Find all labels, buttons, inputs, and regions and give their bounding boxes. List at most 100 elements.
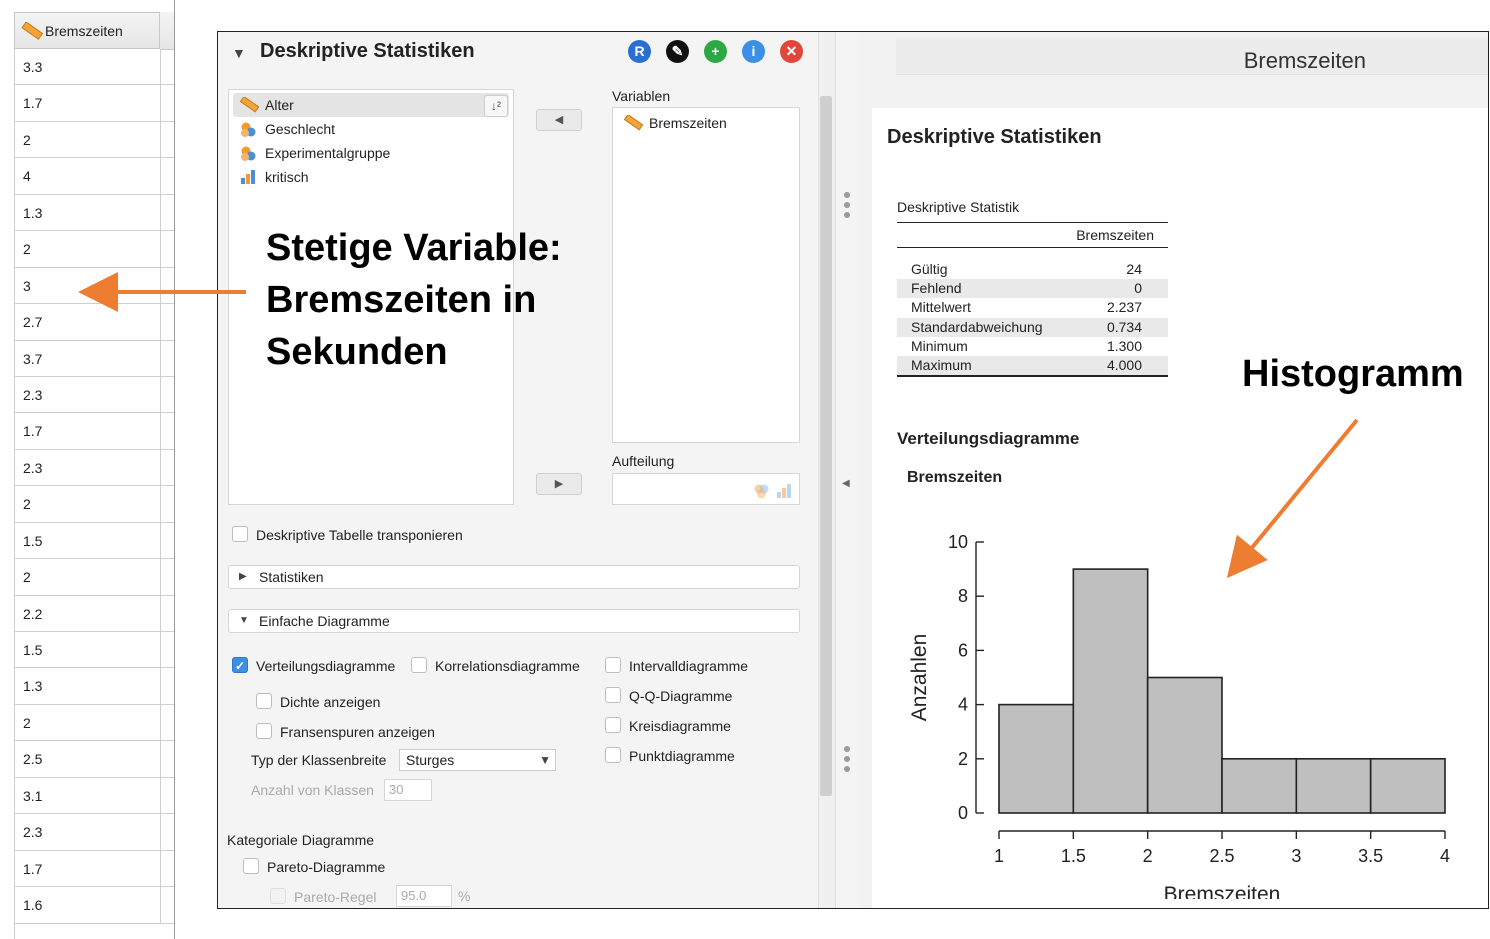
results-title[interactable]: Bremszeiten (1243, 48, 1366, 73)
table-row[interactable]: 2 (14, 121, 174, 159)
y-tick-label: 4 (958, 695, 968, 715)
checkbox[interactable] (243, 858, 259, 874)
split-target-box[interactable] (612, 473, 800, 505)
table-row[interactable]: 1.3 (14, 194, 174, 232)
table-row[interactable]: 3.3 (14, 49, 174, 86)
table-row[interactable]: 2.3 (14, 376, 174, 414)
checkbox[interactable] (605, 747, 621, 763)
variable-item[interactable]: Geschlecht (237, 118, 335, 140)
duplicate-button[interactable]: + (704, 40, 727, 63)
table-column-header: Bremszeiten (897, 223, 1168, 248)
available-variables-list[interactable]: Alter Geschlecht Experimentalgruppe kritisc… (228, 89, 514, 505)
selected-variable-highlight (233, 93, 509, 117)
checkbox-checked[interactable] (232, 657, 248, 675)
interval-plots-checkbox[interactable]: Intervalldiagramme (605, 657, 748, 675)
table-row[interactable]: 4 (14, 158, 174, 195)
checkbox[interactable] (232, 526, 248, 542)
table-row[interactable]: 1.5 (14, 632, 174, 669)
table-row[interactable]: 1.5 (14, 522, 174, 560)
sort-variables-icon[interactable]: ↓² (484, 95, 508, 117)
table-row[interactable]: 3 (14, 267, 174, 305)
scale-ruler-icon (21, 22, 43, 40)
checkbox[interactable] (605, 687, 621, 703)
table-row[interactable]: 2.5 (14, 741, 174, 778)
pareto-plots-checkbox[interactable]: Pareto-Diagramme (243, 858, 385, 876)
r-syntax-button[interactable]: R (628, 40, 651, 63)
correlation-plots-checkbox[interactable]: Korrelationsdiagramme (411, 657, 580, 675)
column-header-bremszeiten[interactable]: Bremszeiten (14, 12, 160, 49)
variables-target-box[interactable]: Bremszeiten (612, 107, 800, 443)
variable-item[interactable]: Experimentalgruppe (237, 142, 390, 164)
variable-item-label: kritisch (265, 169, 309, 185)
histogram-bar (1221, 757, 1298, 814)
checkbox[interactable] (605, 657, 621, 673)
table-row: Minimum 1.300 (897, 337, 1168, 356)
pareto-plots-label: Pareto-Diagramme (267, 859, 386, 875)
checkbox[interactable] (270, 888, 286, 904)
y-tick-label: 8 (958, 586, 968, 606)
table-row[interactable]: 2.2 (14, 595, 174, 632)
show-density-label: Dichte anzeigen (280, 694, 381, 710)
pie-charts-checkbox[interactable]: Kreisdiagramme (605, 717, 731, 735)
checkbox[interactable] (411, 657, 427, 673)
nominal-ordinal-icon (754, 484, 791, 499)
table-row[interactable]: 1.7 (14, 85, 174, 122)
info-button[interactable]: i (742, 40, 765, 63)
variable-item[interactable]: kritisch (237, 166, 309, 188)
qq-plots-checkbox[interactable]: Q-Q-Diagramme (605, 687, 732, 705)
section-basic-plots[interactable]: ▼ Einfache Diagramme (228, 609, 800, 633)
bin-width-value: Sturges (406, 752, 455, 768)
transpose-table-checkbox[interactable]: Deskriptive Tabelle transponieren (232, 526, 463, 544)
checkbox[interactable] (256, 693, 272, 709)
assigned-variable[interactable]: Bremszeiten (621, 112, 727, 134)
table-row[interactable]: 2 (14, 559, 174, 596)
results-page: Deskriptive Statistiken Deskriptive Stat… (872, 108, 1488, 908)
table-row[interactable]: 2.3 (14, 814, 174, 851)
bin-width-label: Typ der Klassenbreite (251, 752, 387, 768)
close-button[interactable]: ✕ (780, 40, 803, 63)
results-heading[interactable]: Deskriptive Statistiken (887, 126, 1102, 148)
variable-item[interactable]: Alter (237, 94, 294, 116)
table-row[interactable]: 2 (14, 704, 174, 742)
dot-plots-checkbox[interactable]: Punktdiagramme (605, 747, 735, 765)
pareto-rule-checkbox[interactable]: Pareto-Regel (270, 888, 377, 906)
table-row[interactable]: 2 (14, 486, 174, 523)
table-row[interactable]: 1.6 (14, 887, 174, 924)
collapse-analysis-icon[interactable]: ▼ (232, 45, 246, 61)
table-row: Maximum 4.000 (897, 355, 1168, 376)
ordinal-icon (241, 170, 255, 184)
show-rug-checkbox[interactable]: Fransenspuren anzeigen (256, 723, 435, 741)
table-row[interactable]: 2.3 (14, 449, 174, 487)
move-left-button[interactable]: ◀ (536, 109, 582, 131)
splitter-handle-top[interactable] (844, 192, 850, 222)
table-row[interactable]: 1.3 (14, 668, 174, 705)
table-row[interactable]: 1.7 (14, 413, 174, 450)
checkbox[interactable] (256, 723, 272, 739)
options-scrollbar-thumb[interactable] (820, 96, 832, 796)
collapse-left-icon[interactable]: ◀ (842, 478, 850, 489)
bin-width-select[interactable]: Sturges ▼ (399, 749, 556, 771)
table-row[interactable]: 3.7 (14, 340, 174, 377)
move-right-button[interactable]: ▶ (536, 473, 582, 495)
correlation-plots-label: Korrelationsdiagramme (435, 658, 580, 674)
panel-splitter[interactable] (835, 32, 861, 908)
distribution-plots-label: Verteilungsdiagramme (256, 658, 396, 674)
show-density-checkbox[interactable]: Dichte anzeigen (256, 693, 380, 711)
pareto-rule-label: Pareto-Regel (294, 889, 377, 905)
table-row[interactable]: 1.7 (14, 850, 174, 888)
next-column-header[interactable] (160, 12, 174, 50)
table-row[interactable]: 3.1 (14, 777, 174, 815)
pareto-rule-input[interactable]: 95.0 (396, 885, 452, 907)
section-statistics[interactable]: ▶ Statistiken (228, 565, 800, 589)
analysis-title[interactable]: Deskriptive Statistiken (260, 40, 475, 62)
table-row[interactable]: 2.7 (14, 304, 174, 341)
transpose-table-label: Deskriptive Tabelle transponieren (256, 527, 463, 543)
splitter-handle-bottom[interactable] (844, 746, 850, 776)
x-tick-label: 2 (1143, 846, 1153, 866)
checkbox[interactable] (605, 717, 621, 733)
distribution-plots-checkbox[interactable]: Verteilungsdiagramme (232, 657, 395, 675)
split-label: Aufteilung (612, 453, 675, 469)
num-bins-input[interactable]: 30 (384, 779, 432, 801)
edit-title-button[interactable]: ✎ (666, 40, 689, 63)
table-row[interactable]: 2 (14, 231, 174, 268)
